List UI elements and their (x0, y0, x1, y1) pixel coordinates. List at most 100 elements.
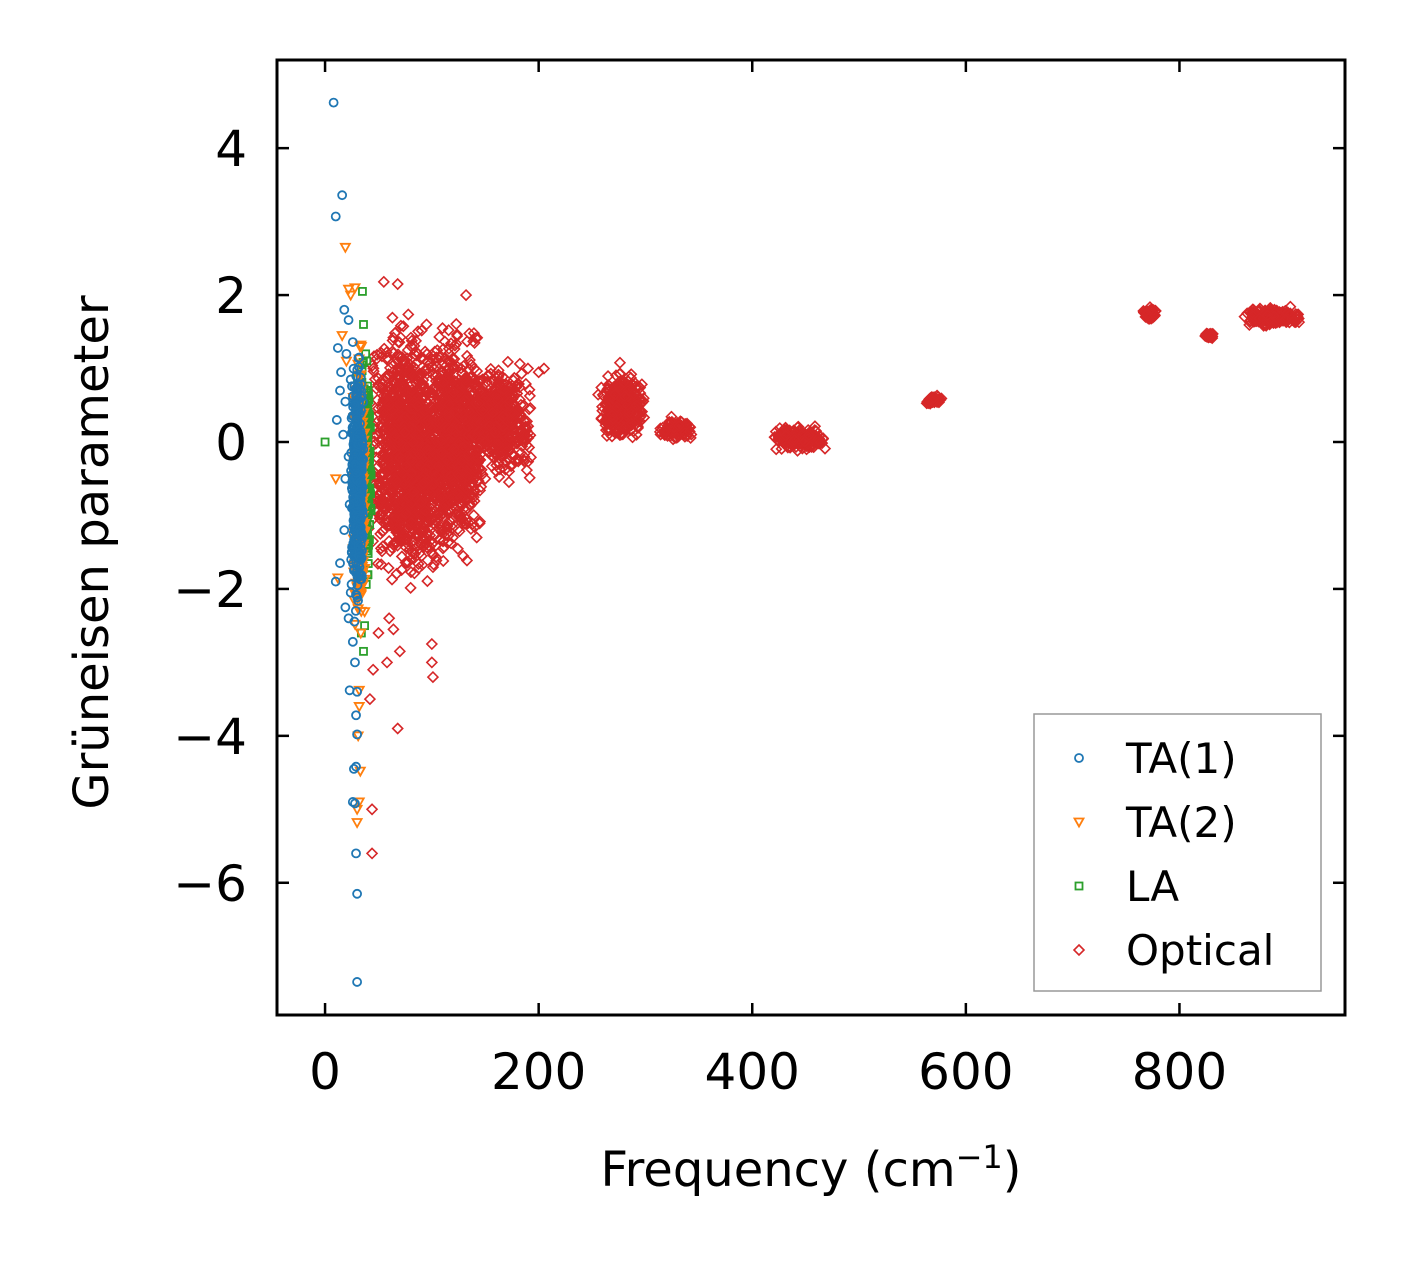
data-point (341, 348, 352, 359)
data-point (464, 370, 477, 383)
data-point (450, 317, 463, 331)
data-point (374, 542, 388, 555)
data-point (672, 419, 686, 433)
data-point (408, 547, 421, 560)
data-point (381, 466, 394, 479)
data-point (386, 460, 400, 473)
data-point (381, 354, 395, 367)
data-point (351, 804, 364, 816)
data-point (380, 395, 393, 408)
data-point (407, 369, 421, 382)
data-point (524, 429, 537, 442)
data-point (438, 360, 452, 373)
data-point (383, 519, 396, 532)
data-point (447, 386, 460, 399)
data-point (462, 447, 475, 460)
data-point (358, 607, 371, 618)
data-point (473, 374, 486, 388)
data-point (336, 331, 349, 342)
data-point (436, 420, 449, 433)
data-point (521, 362, 535, 375)
data-point (409, 518, 422, 531)
data-point (401, 471, 414, 484)
data-point (479, 387, 492, 400)
data-point (453, 450, 466, 463)
data-point (464, 522, 478, 536)
data-point (472, 425, 486, 438)
data-point (427, 405, 440, 418)
data-point (441, 520, 454, 533)
data-point (398, 426, 412, 439)
data-point (373, 426, 387, 440)
data-point (405, 408, 418, 421)
data-point (411, 325, 425, 338)
data-point (510, 379, 523, 392)
data-point (492, 456, 505, 469)
data-point (613, 356, 627, 369)
data-point (507, 374, 520, 387)
data-point (347, 636, 358, 647)
data-point (454, 491, 467, 504)
data-point (463, 353, 476, 367)
data-point (481, 391, 495, 404)
data-point (350, 657, 360, 668)
data-point (500, 445, 513, 458)
data-point (374, 513, 388, 527)
data-point (433, 468, 446, 482)
data-point (375, 492, 388, 505)
data-point (390, 567, 403, 580)
data-point (659, 425, 672, 438)
data-point (459, 288, 473, 302)
data-point (481, 369, 494, 382)
data-point (393, 389, 406, 402)
data-point (385, 424, 398, 437)
data-point (400, 460, 413, 473)
data-point (442, 406, 456, 419)
data-point (339, 242, 352, 254)
data-point (335, 558, 345, 569)
data-point (683, 425, 696, 438)
data-point (386, 390, 399, 403)
data-point (430, 470, 443, 483)
data-point (440, 505, 453, 519)
data-point (513, 357, 526, 370)
data-point (498, 372, 512, 386)
data-point (467, 421, 480, 435)
data-point (599, 424, 613, 437)
data-point (613, 367, 626, 381)
data-point (1246, 309, 1260, 323)
data-point (492, 438, 505, 451)
data-point (337, 190, 348, 201)
data-point (359, 320, 368, 329)
data-point (424, 421, 437, 434)
data-point (432, 460, 445, 473)
data-point (435, 521, 448, 534)
data-point (437, 554, 450, 568)
data-point (421, 384, 434, 397)
data-point (394, 331, 407, 344)
data-point (442, 408, 456, 421)
data-point (372, 626, 385, 640)
data-point (387, 623, 400, 636)
data-point (394, 396, 407, 410)
data-point (406, 442, 420, 455)
data-point (486, 406, 499, 419)
data-point (424, 515, 437, 528)
data-point (371, 557, 385, 570)
data-point (435, 526, 448, 539)
data-point (411, 400, 424, 413)
data-point (429, 551, 443, 564)
data-point (479, 421, 493, 434)
data-point (1252, 305, 1265, 318)
data-point (375, 558, 388, 571)
data-point (396, 381, 409, 394)
data-point (1279, 313, 1292, 326)
data-point (454, 362, 468, 375)
data-point (512, 453, 525, 466)
data-point (431, 369, 444, 382)
data-point (405, 340, 418, 353)
data-point (395, 378, 408, 391)
data-point (344, 290, 357, 302)
data-point (449, 425, 463, 438)
data-point (381, 488, 394, 502)
